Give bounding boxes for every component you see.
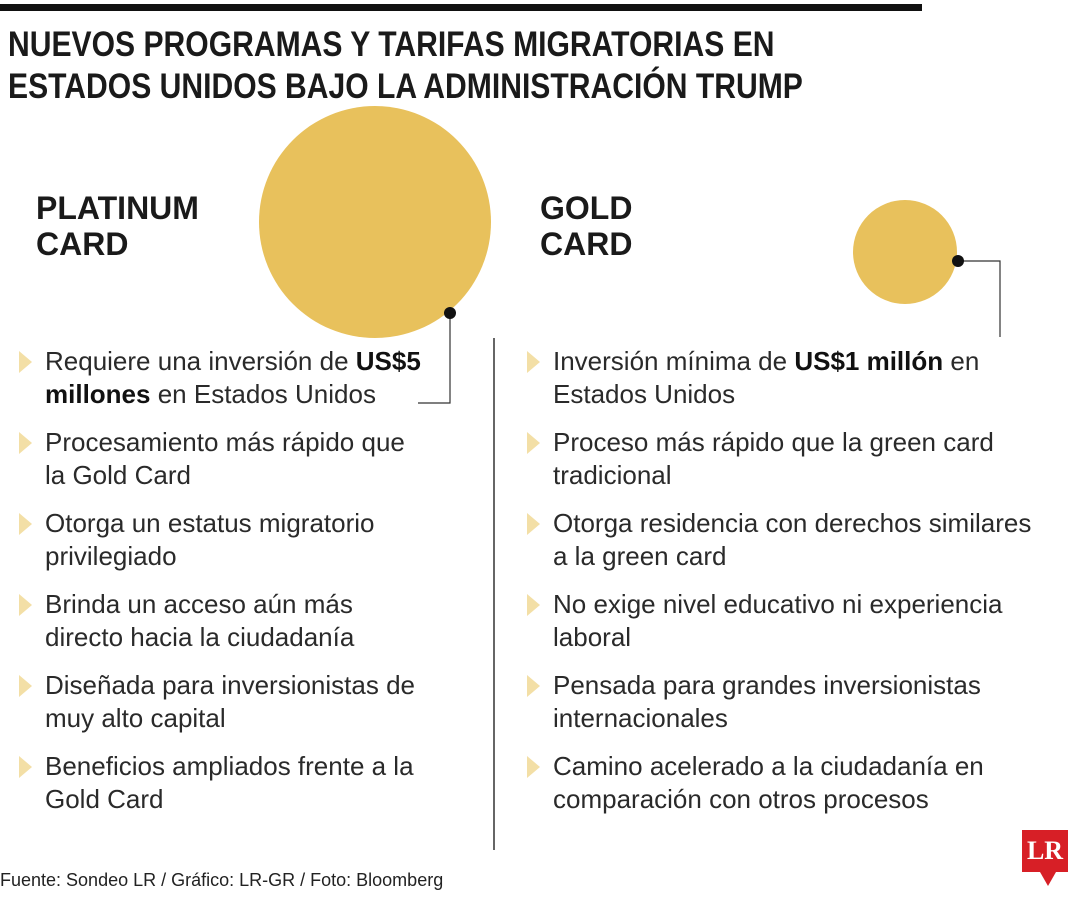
benefit-item: Procesamiento más rápido que la Gold Car… — [19, 426, 429, 492]
item-text: Camino acelerado a la ciudadanía en comp… — [553, 751, 984, 814]
benefit-item: Brinda un acceso aún más directo hacia l… — [19, 588, 429, 654]
item-text: Diseñada para inversionistas de muy alto… — [45, 670, 415, 733]
item-text: Procesamiento más rápido que la Gold Car… — [45, 427, 405, 490]
item-text: Brinda un acceso aún más directo hacia l… — [45, 589, 355, 652]
benefit-list: Requiere una inversión de US$5 millones … — [19, 345, 429, 831]
top-rule — [0, 4, 922, 11]
gold-circle — [853, 200, 957, 304]
benefit-item: Pensada para grandes inversionistas inte… — [527, 669, 1047, 735]
item-text: Inversión mínima de — [553, 346, 795, 376]
item-text: en Estados Unidos — [150, 379, 376, 409]
benefit-item: No exige nivel educativo ni experiencia … — [527, 588, 1047, 654]
item-text: Proceso más rápido que la green card tra… — [553, 427, 994, 490]
benefit-item: Beneficios ampliados frente a la Gold Ca… — [19, 750, 429, 816]
source-note: Fuente: Sondeo LR / Gráfico: LR-GR / Fot… — [0, 870, 444, 890]
connector — [418, 313, 451, 404]
connector-dot — [952, 255, 964, 267]
item-text: Pensada para grandes inversionistas inte… — [553, 670, 981, 733]
column-heading: PLATINUM CARD — [36, 190, 199, 262]
connector-dot — [444, 307, 456, 319]
logo-tip — [1040, 872, 1056, 886]
item-text: No exige nivel educativo ni experiencia … — [553, 589, 1003, 652]
benefit-item: Requiere una inversión de US$5 millones … — [19, 345, 429, 411]
column-heading: GOLD CARD — [540, 190, 633, 262]
platinum-circle — [259, 106, 491, 338]
highlight: US$1 millón — [794, 346, 944, 376]
highlight: US$5 millones — [45, 346, 421, 409]
benefit-item: Proceso más rápido que la green card tra… — [527, 426, 1047, 492]
connector — [958, 260, 1001, 337]
title: NUEVOS PROGRAMAS Y TARIFAS MIGRATORIAS E… — [8, 25, 803, 106]
benefit-item: Inversión mínima de US$1 millón en Estad… — [527, 345, 1047, 411]
item-text: Beneficios ampliados frente a la Gold Ca… — [45, 751, 414, 814]
item-text: Otorga residencia con derechos similares… — [553, 508, 1032, 571]
logo: LR — [1022, 830, 1068, 872]
item-text: Requiere una inversión de — [45, 346, 356, 376]
item-text: en Estados Unidos — [553, 346, 980, 409]
benefit-item: Diseñada para inversionistas de muy alto… — [19, 669, 429, 735]
benefit-item: Otorga un estatus migratorio privilegiad… — [19, 507, 429, 573]
benefit-list: Inversión mínima de US$1 millón en Estad… — [527, 345, 1047, 831]
item-text: Otorga un estatus migratorio privilegiad… — [45, 508, 375, 571]
benefit-item: Otorga residencia con derechos similares… — [527, 507, 1047, 573]
benefit-item: Camino acelerado a la ciudadanía en comp… — [527, 750, 1047, 816]
